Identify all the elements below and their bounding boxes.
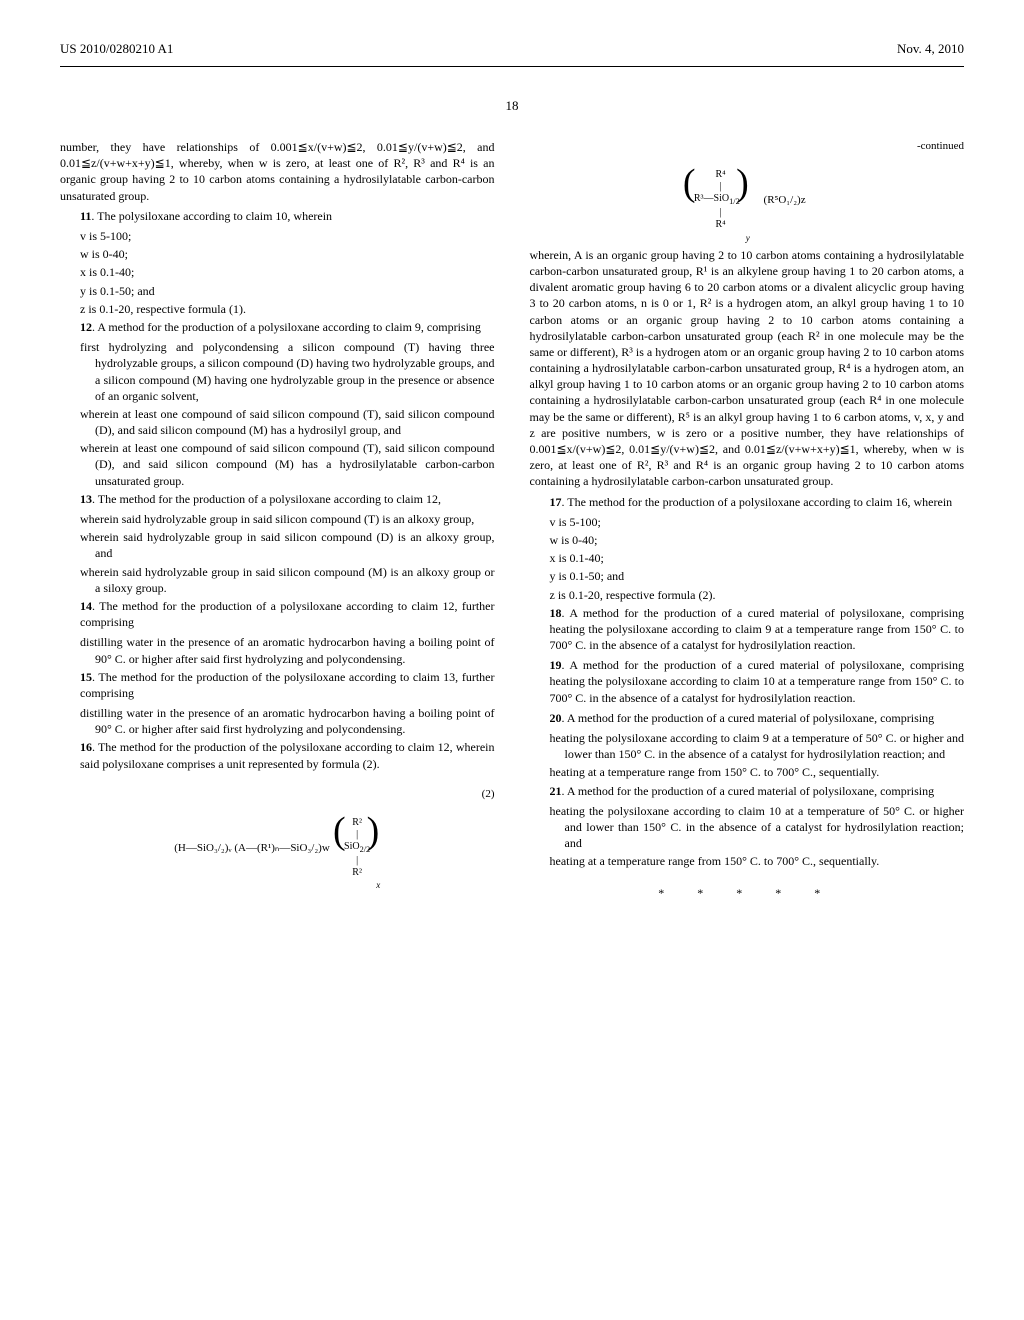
claim-13: 13. The method for the production of a p…	[60, 491, 495, 507]
left-column: number, they have relationships of 0.001…	[60, 139, 495, 901]
claim-14: 14. The method for the production of a p…	[60, 598, 495, 630]
formula-2: (2) (H—SiO₃/₂)ᵥ (A—(R¹)ₙ—SiO₃/₂)w R²|SiO…	[60, 787, 495, 880]
claim-text: . The method for the production of a pol…	[562, 495, 953, 509]
claim-number: 18	[550, 606, 562, 620]
content-columns: number, they have relationships of 0.001…	[60, 139, 964, 901]
claim-item: x is 0.1-40;	[530, 550, 965, 566]
formula-prefix: (H—SiO₃/₂)ᵥ (A—(R¹)ₙ—SiO₃/₂)w	[174, 841, 330, 853]
continued-label: -continued	[530, 139, 965, 154]
claim-20: 20. A method for the production of a cur…	[530, 710, 965, 726]
claim-item: heating the polysiloxane according to cl…	[530, 730, 965, 762]
claim-number: 20	[550, 711, 562, 725]
formula-2-continued: R⁴ |R³—SiO1/2 | R⁴ y (R⁵O₁/₂)z	[530, 169, 965, 232]
formula-struct-y: R⁴ |R³—SiO1/2 | R⁴	[688, 169, 746, 232]
claim-number: 13	[80, 492, 92, 506]
formula-label: (2)	[482, 787, 495, 802]
claim-text: . A method for the production of a cured…	[550, 606, 965, 652]
claim-number: 14	[80, 599, 92, 613]
claim-item: w is 0-40;	[530, 532, 965, 548]
claim-text: . The method for the production of a pol…	[80, 599, 495, 629]
claim-item: heating at a temperature range from 150°…	[530, 764, 965, 780]
claim-text: . A method for the production of a polys…	[92, 320, 481, 334]
claim-text: . A method for the production of a cured…	[562, 784, 935, 798]
formula-struct-x: R²|SiO2/2|R²	[338, 817, 376, 880]
claim-number: 12	[80, 320, 92, 334]
claim-text: . A method for the production of a cured…	[550, 658, 965, 704]
claim-number: 21	[550, 784, 562, 798]
claim-19: 19. A method for the production of a cur…	[530, 657, 965, 706]
claim-item: v is 5-100;	[60, 228, 495, 244]
claim-text: . The method for the production of the p…	[80, 670, 495, 700]
claim-11: 11. The polysiloxane according to claim …	[60, 208, 495, 224]
claim-number: 15	[80, 670, 92, 684]
claim-item: z is 0.1-20, respective formula (2).	[530, 587, 965, 603]
claim-item: z is 0.1-20, respective formula (1).	[60, 301, 495, 317]
claim-number: 17	[550, 495, 562, 509]
patent-date: Nov. 4, 2010	[897, 40, 964, 58]
patent-number: US 2010/0280210 A1	[60, 40, 173, 58]
claim-item: wherein at least one compound of said si…	[60, 440, 495, 489]
claim-12: 12. A method for the production of a pol…	[60, 319, 495, 335]
claim-item: y is 0.1-50; and	[60, 283, 495, 299]
claim-text: . The method for the production of the p…	[80, 740, 495, 770]
claim-21: 21. A method for the production of a cur…	[530, 783, 965, 799]
right-column: -continued R⁴ |R³—SiO1/2 | R⁴ y (R⁵O₁/₂)…	[530, 139, 965, 901]
claim-17: 17. The method for the production of a p…	[530, 494, 965, 510]
end-stars: * * * * *	[530, 885, 965, 901]
claim-item: distilling water in the presence of an a…	[60, 634, 495, 666]
continuation-text: number, they have relationships of 0.001…	[60, 139, 495, 204]
claim-item: v is 5-100;	[530, 514, 965, 530]
claim-text: . A method for the production of a cured…	[562, 711, 935, 725]
claim-item: distilling water in the presence of an a…	[60, 705, 495, 737]
claim-16: 16. The method for the production of the…	[60, 739, 495, 771]
claim-item: wherein said hydrolyzable group in said …	[60, 564, 495, 596]
claim-item: wherein said hydrolyzable group in said …	[60, 511, 495, 527]
claim-text: . The polysiloxane according to claim 10…	[91, 209, 332, 223]
claim-item: w is 0-40;	[60, 246, 495, 262]
claim-number: 11	[80, 209, 91, 223]
wherein-text: wherein, A is an organic group having 2 …	[530, 247, 965, 490]
page-number: 18	[60, 97, 964, 115]
claim-number: 19	[550, 658, 562, 672]
claim-item: wherein said hydrolyzable group in said …	[60, 529, 495, 561]
header-divider	[60, 66, 964, 67]
claim-number: 16	[80, 740, 92, 754]
claim-item: x is 0.1-40;	[60, 264, 495, 280]
claim-item: heating the polysiloxane according to cl…	[530, 803, 965, 852]
claim-item: y is 0.1-50; and	[530, 568, 965, 584]
claim-item: wherein at least one compound of said si…	[60, 406, 495, 438]
claim-item: heating at a temperature range from 150°…	[530, 853, 965, 869]
claim-15: 15. The method for the production of the…	[60, 669, 495, 701]
page-header: US 2010/0280210 A1 Nov. 4, 2010	[60, 40, 964, 58]
claim-item: first hydrolyzing and polycondensing a s…	[60, 339, 495, 404]
claim-text: . The method for the production of a pol…	[92, 492, 441, 506]
claim-18: 18. A method for the production of a cur…	[530, 605, 965, 654]
formula-tail: (R⁵O₁/₂)z	[764, 194, 806, 206]
